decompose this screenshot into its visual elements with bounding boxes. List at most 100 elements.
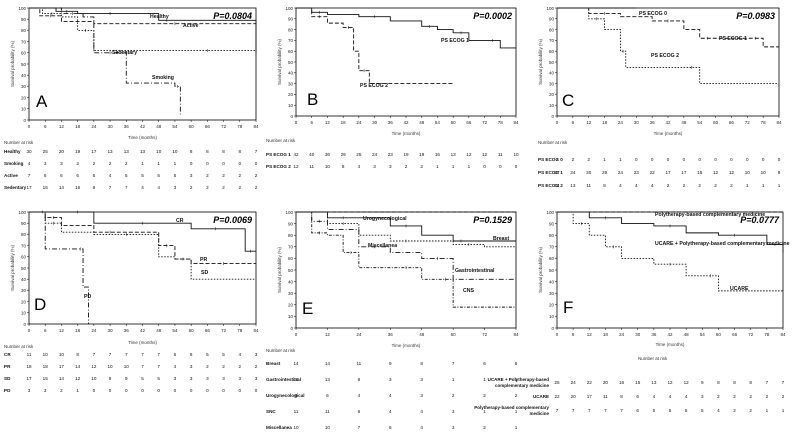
risk-cell: 8 — [733, 380, 736, 385]
risk-cell: 13 — [570, 183, 576, 188]
risk-cell: 6 — [174, 352, 177, 357]
y-tick-label: 80 — [288, 233, 294, 238]
p-value: P=0.0804 — [213, 11, 252, 21]
risk-cell: 0 — [239, 161, 242, 166]
risk-cell: 16 — [619, 380, 625, 385]
x-tick-label: 30 — [634, 120, 640, 125]
risk-cell: 8 — [620, 394, 623, 399]
x-tick-label: 60 — [189, 124, 195, 129]
risk-row-label: PR — [4, 364, 11, 369]
risk-cell: 13 — [124, 149, 130, 154]
x-tick-label: 18 — [75, 328, 81, 333]
risk-cell: 3 — [389, 377, 392, 382]
risk-cell: 1 — [762, 183, 765, 188]
risk-cell: 13 — [325, 377, 331, 382]
risk-cell: 0 — [206, 388, 209, 393]
x-tick-label: 36 — [388, 120, 394, 125]
risk-cell: 2 — [76, 161, 79, 166]
risk-cell: 0 — [515, 164, 518, 169]
y-tick-label: 70 — [21, 39, 27, 44]
x-tick-label: 12 — [586, 120, 592, 125]
y-tick-label: 100 — [546, 210, 554, 215]
risk-cell: 2 — [206, 185, 209, 190]
risk-cell: 11 — [309, 164, 314, 169]
risk-cell: 8 — [717, 380, 720, 385]
risk-cell: 7 — [255, 149, 258, 154]
y-tick-label: 90 — [549, 17, 555, 22]
x-tick-label: 36 — [124, 124, 130, 129]
risk-cell: 7 — [125, 185, 128, 190]
y-tick-label: 70 — [21, 243, 27, 248]
x-tick-label: 78 — [237, 124, 243, 129]
risk-cell: 12 — [293, 164, 299, 169]
x-tick-label: 0 — [295, 332, 298, 337]
risk-cell: 4 — [174, 364, 177, 369]
risk-cell: 23 — [634, 170, 640, 175]
risk-row-label: UCARE — [533, 394, 549, 399]
risk-cell: 8 — [222, 149, 225, 154]
series-label: Healthy — [150, 14, 169, 20]
risk-cell: 37 — [554, 170, 560, 175]
y-tick-label: 50 — [288, 268, 294, 273]
x-tick-label: 66 — [466, 120, 472, 125]
x-tick-label: 18 — [603, 332, 609, 337]
risk-cell: 20 — [59, 149, 65, 154]
risk-cell: 3 — [190, 376, 193, 381]
risk-cell: 7 — [588, 408, 591, 413]
risk-cell: 14 — [293, 361, 299, 366]
x-tick-label: 42 — [665, 120, 671, 125]
risk-cell: 1 — [76, 388, 79, 393]
risk-cell: 4 — [109, 173, 112, 178]
y-tick-label: 70 — [549, 38, 555, 43]
y-tick-label: 100 — [18, 210, 26, 215]
risk-cell: 3 — [28, 388, 31, 393]
risk-row-label: Breast — [266, 361, 281, 366]
risk-cell: 3 — [239, 376, 242, 381]
risk-cell: 13 — [140, 149, 146, 154]
risk-cell: 12 — [91, 364, 97, 369]
risk-cell: 0 — [255, 388, 258, 393]
x-tick-label: 24 — [619, 332, 625, 337]
risk-cell: 6 — [190, 352, 193, 357]
x-tick-label: 6 — [310, 120, 313, 125]
risk-cell: 15 — [43, 376, 49, 381]
y-tick-label: 80 — [549, 27, 555, 32]
risk-cell: 10 — [91, 376, 97, 381]
risk-cell: 7 — [782, 380, 785, 385]
risk-cell: 0 — [730, 157, 733, 162]
risk-cell: 2 — [733, 394, 736, 399]
risk-cell: 0 — [239, 388, 242, 393]
x-tick-label: 48 — [419, 120, 425, 125]
risk-cell: 3 — [174, 185, 177, 190]
x-tick-label: 42 — [140, 328, 146, 333]
risk-cell: 11 — [27, 352, 32, 357]
risk-cell: 6 — [636, 394, 639, 399]
risk-cell: 3 — [44, 161, 47, 166]
panel-letter: D — [34, 295, 46, 314]
x-tick-label: 78 — [498, 120, 504, 125]
risk-cell: 25 — [356, 152, 362, 157]
risk-cell: 2 — [190, 185, 193, 190]
risk-table-title: Number at risk — [638, 356, 668, 361]
risk-cell: 6 — [389, 425, 392, 430]
risk-cell: 1 — [483, 377, 486, 382]
risk-cell: 2 — [714, 183, 717, 188]
y-tick-label: 40 — [288, 71, 294, 76]
risk-cell: 4 — [157, 185, 160, 190]
x-tick-label: 30 — [372, 120, 378, 125]
risk-cell: 3 — [222, 376, 225, 381]
y-tick-label: 60 — [549, 49, 555, 54]
risk-cell: 2 — [667, 183, 670, 188]
x-tick-label: 36 — [124, 328, 130, 333]
risk-cell: 1 — [766, 408, 769, 413]
risk-cell: 5 — [157, 173, 160, 178]
x-axis-label: Time (months) — [128, 340, 157, 345]
x-tick-label: 60 — [189, 328, 195, 333]
x-tick-label: 54 — [172, 124, 178, 129]
risk-cell: 3 — [174, 376, 177, 381]
risk-cell: 4 — [619, 183, 622, 188]
risk-cell: 1 — [452, 377, 455, 382]
risk-cell: 7 — [109, 185, 112, 190]
x-tick-label: 84 — [780, 332, 786, 337]
